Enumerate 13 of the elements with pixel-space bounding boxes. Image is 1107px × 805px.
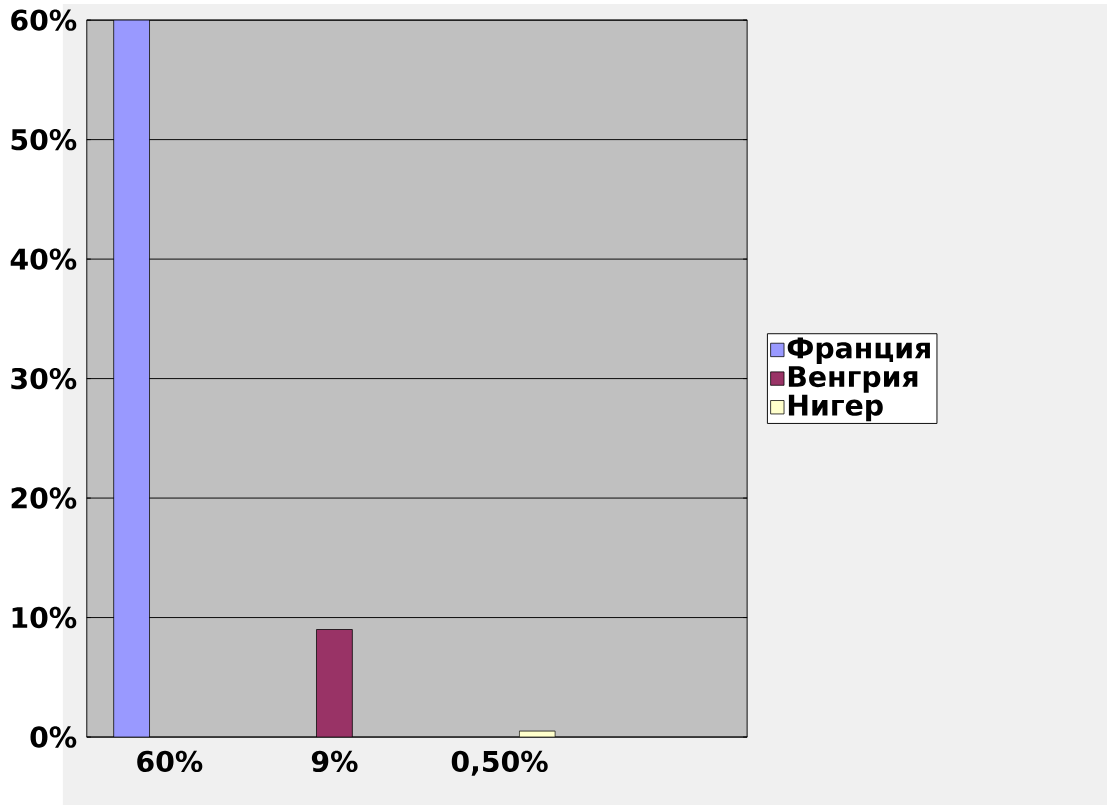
y-tick-label: 50% [11, 128, 77, 151]
y-tick-label: 20% [11, 487, 77, 509]
legend-label: Венгрия [788, 366, 918, 393]
x-tick-label: 9% [311, 750, 358, 773]
y-tick-label: 40% [10, 248, 77, 270]
y-tick-label: 10% [12, 606, 77, 629]
y-tick-label: 60% [11, 9, 77, 31]
legend-label: Франция [787, 337, 930, 365]
x-tick-label: 0,50% [451, 750, 548, 776]
legend-label: Нигер [788, 394, 883, 422]
y-tick-label: 30% [11, 367, 77, 390]
x-tick-label: 60% [137, 750, 203, 773]
y-tick-label: 0% [30, 726, 77, 748]
